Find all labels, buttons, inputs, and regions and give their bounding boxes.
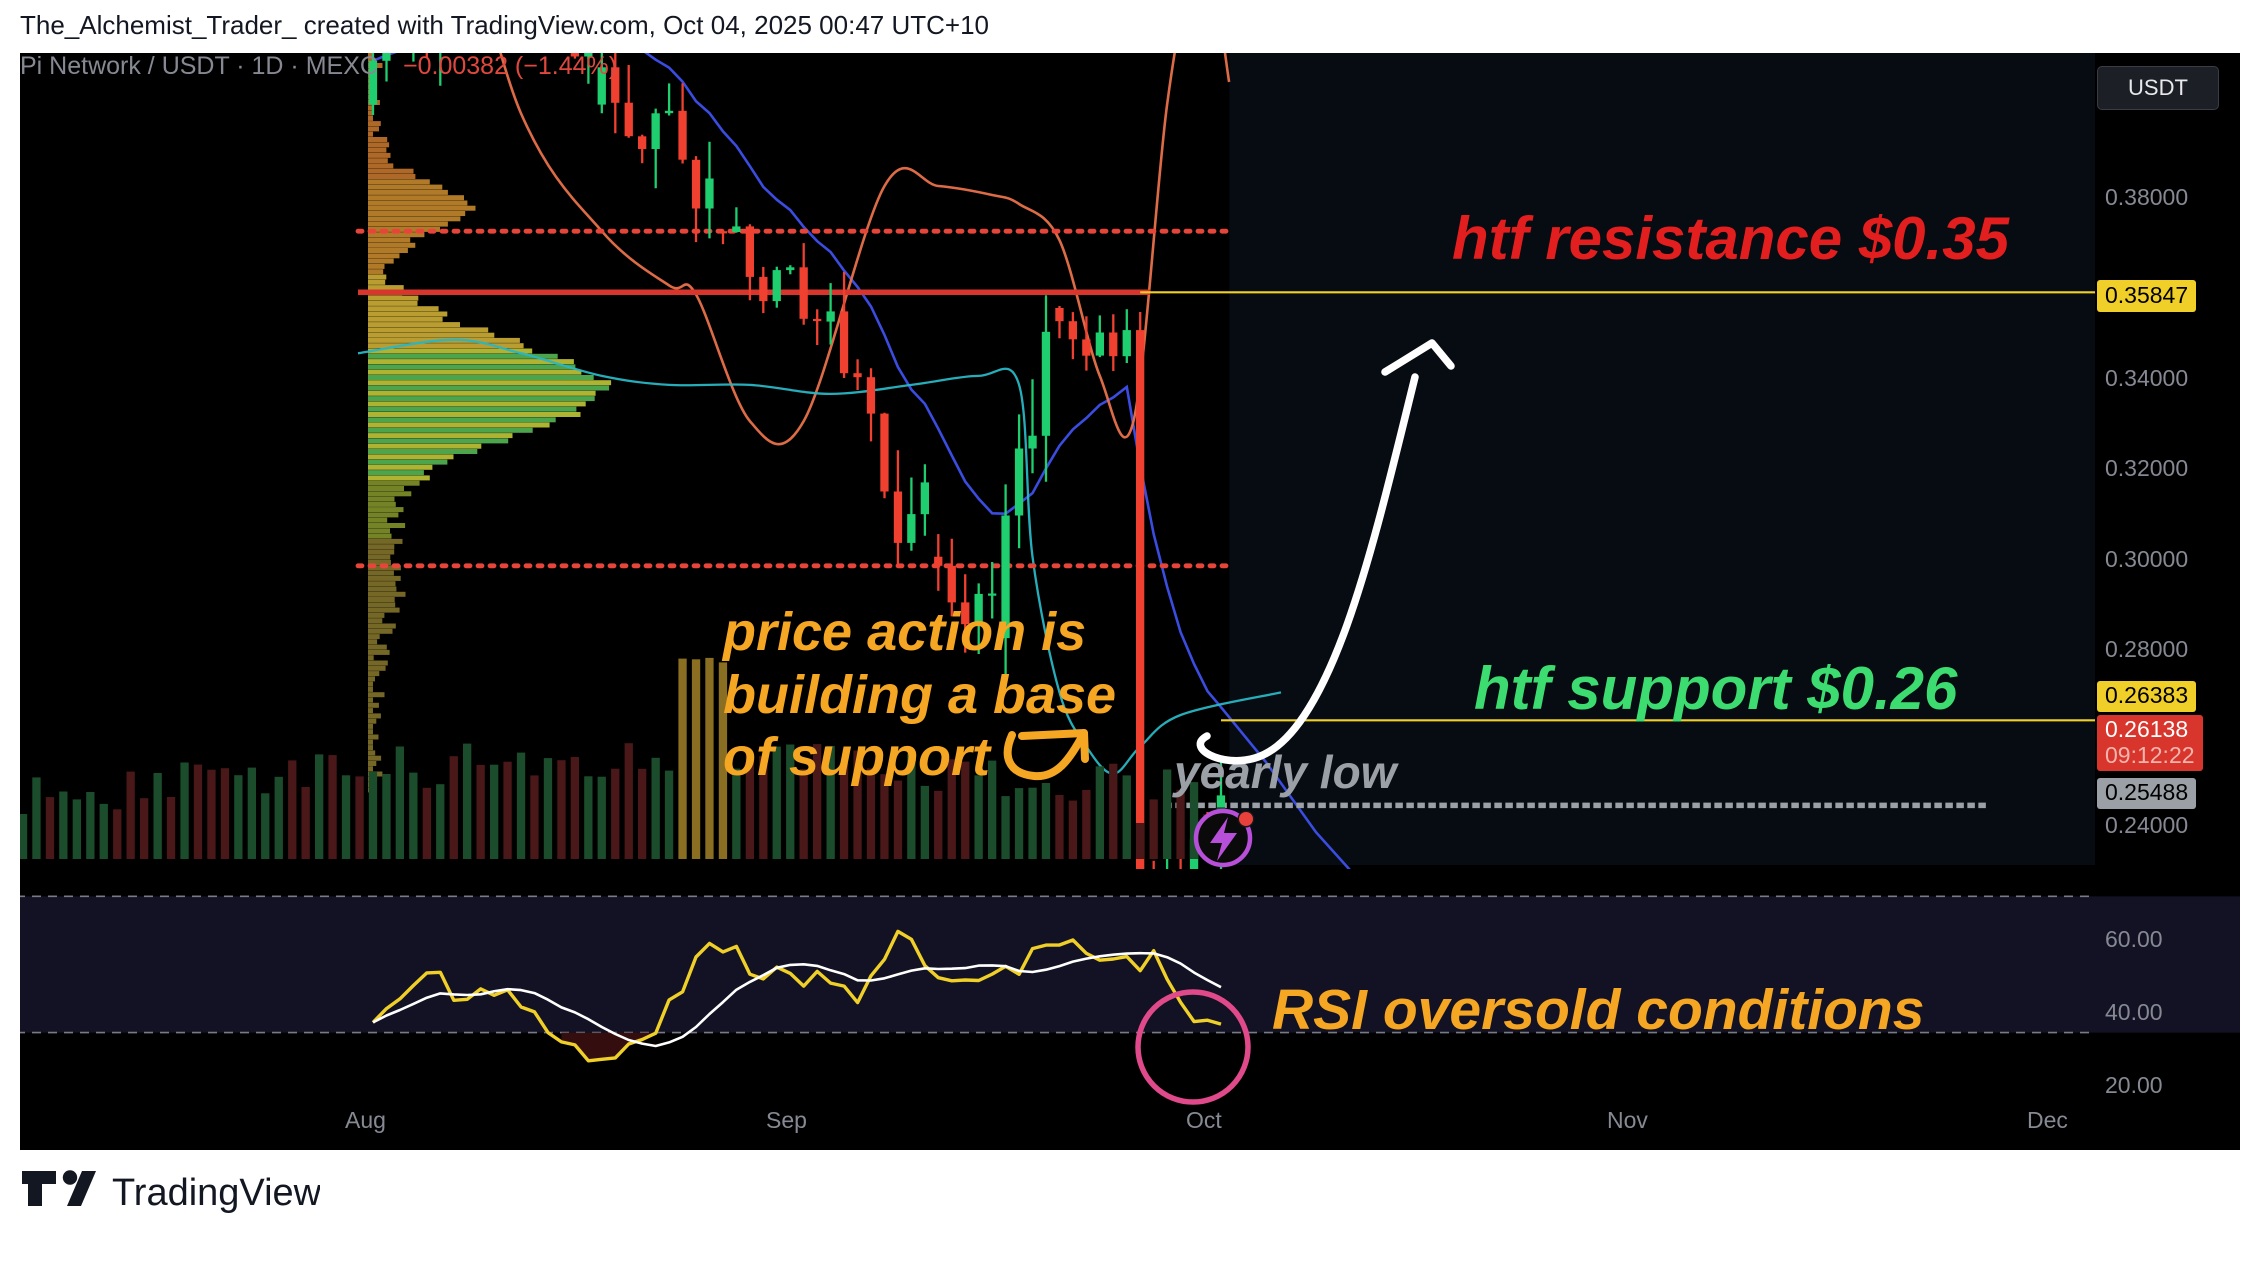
svg-text:TradingView: TradingView (112, 1172, 320, 1214)
